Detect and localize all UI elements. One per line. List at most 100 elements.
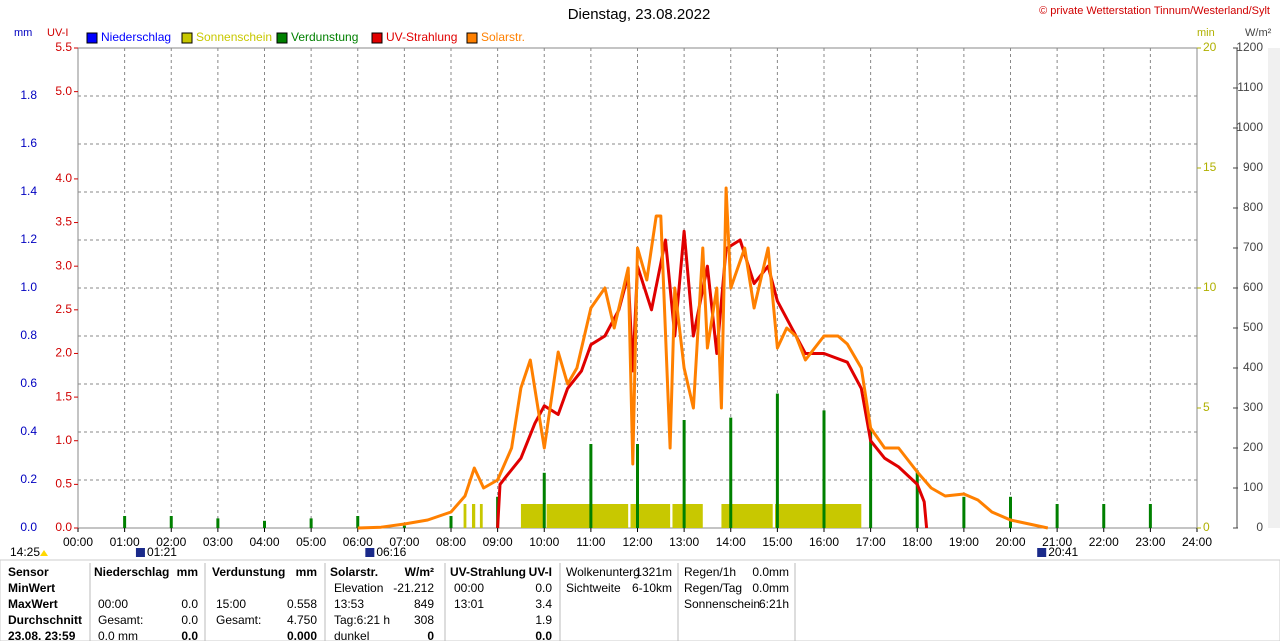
evaporation-bar (1148, 504, 1152, 528)
y3-axis-label: min (1197, 27, 1215, 39)
y-tick-label: 0.4 (20, 424, 37, 438)
legend-label: Verdunstung (291, 30, 358, 44)
info-label: Wolkenunterg (566, 565, 640, 579)
x-tick-label: 14:00 (716, 535, 746, 549)
legend-label: Sonnenschein (196, 30, 272, 44)
cell-value: 0.0 (181, 613, 198, 627)
legend-swatch (276, 32, 288, 44)
legend-label: Niederschlag (101, 30, 171, 44)
x-tick-label: 12:00 (622, 535, 652, 549)
legend-swatch (86, 32, 98, 44)
column-header: UV-Strahlung (450, 565, 526, 579)
cell-value: 3.4 (535, 597, 552, 611)
y4-tick-label: 400 (1243, 360, 1263, 374)
cell-value: 0 (427, 629, 434, 641)
cell-value: -21.212 (393, 581, 434, 595)
y-tick-label: 1.2 (20, 232, 37, 246)
time-marker: 20:41 (1048, 545, 1078, 559)
y2-tick-label: 5.5 (55, 40, 72, 54)
x-tick-label: 08:00 (436, 535, 466, 549)
column-header: Solarstr. (330, 565, 378, 579)
cell-label: 13:01 (454, 597, 484, 611)
info-label: Sichtweite (566, 581, 621, 595)
x-tick-label: 02:00 (156, 535, 186, 549)
x-tick-label: 24:00 (1182, 535, 1212, 549)
y2-tick-label: 5.0 (55, 84, 72, 98)
x-tick-label: 06:00 (343, 535, 373, 549)
evaporation-bar (1055, 504, 1059, 528)
y-tick-label: 1.6 (20, 136, 37, 150)
cell-label: 0.0 mm (98, 629, 138, 641)
evaporation-bar (682, 420, 686, 528)
info-value: 0.0mm (752, 565, 789, 579)
cell-label: 00:00 (454, 581, 484, 595)
info-value: 6-10km (632, 581, 672, 595)
x-tick-label: 18:00 (902, 535, 932, 549)
legend-swatch (181, 32, 193, 44)
marker-icon (135, 548, 145, 557)
y2-tick-label: 2.5 (55, 302, 72, 316)
cell-value: 0.0 (535, 629, 552, 641)
x-tick-label: 15:00 (762, 535, 792, 549)
y-tick-label: 0.2 (20, 472, 37, 486)
evaporation-bar (309, 518, 313, 528)
cell-value: 1.9 (535, 613, 552, 627)
cell-label: Elevation (334, 581, 383, 595)
evaporation-bar (869, 429, 873, 528)
x-tick-label: 01:00 (110, 535, 140, 549)
evaporation-bar (775, 393, 779, 528)
sunshine-bar (520, 504, 545, 528)
x-tick-label: 04:00 (249, 535, 279, 549)
column-unit: mm (296, 565, 317, 579)
row-label: Sensor (8, 565, 49, 579)
y3-tick-label: 20 (1203, 40, 1217, 54)
y2-tick-label: 4.0 (55, 171, 72, 185)
y4-tick-label: 300 (1243, 400, 1263, 414)
evaporation-bar (449, 516, 453, 528)
row-label: 23.08. 23:59 (8, 629, 76, 641)
evaporation-bar (962, 496, 966, 528)
column-unit: W/m² (405, 565, 434, 579)
sunshine-bar (463, 504, 467, 528)
row-label: MinWert (8, 581, 55, 595)
x-tick-label: 07:00 (389, 535, 419, 549)
sunshine-bar (479, 504, 483, 528)
x-tick-label: 20:00 (995, 535, 1025, 549)
scroll-strip (1268, 48, 1280, 528)
y2-tick-label: 0.0 (55, 520, 72, 534)
y4-tick-label: 800 (1243, 200, 1263, 214)
y4-tick-label: 1200 (1236, 40, 1263, 54)
y4-tick-label: 0 (1256, 520, 1263, 534)
cell-label: 15:00 (216, 597, 246, 611)
info-value: 6:21h (759, 597, 789, 611)
sunshine-bar (721, 504, 773, 528)
time-marker: 06:16 (376, 545, 406, 559)
series-line (357, 186, 1049, 530)
y2-tick-label: 3.0 (55, 258, 72, 272)
y-tick-label: 0.6 (20, 376, 37, 390)
evaporation-bar (636, 444, 639, 528)
x-tick-label: 13:00 (669, 535, 699, 549)
cell-value: 4.750 (287, 613, 317, 627)
x-tick-label: 10:00 (529, 535, 559, 549)
row-label: Durchschnitt (8, 613, 82, 627)
y4-tick-label: 500 (1243, 320, 1263, 334)
y2-tick-label: 1.0 (55, 433, 72, 447)
cell-value: 0.558 (287, 597, 317, 611)
info-label: Regen/1h (684, 565, 736, 579)
cell-value: 0.0 (535, 581, 552, 595)
chart-title: Dienstag, 23.08.2022 (568, 6, 711, 23)
y-axis-label: mm (14, 27, 32, 39)
y-tick-label: 0.0 (20, 520, 37, 534)
evaporation-bar (729, 417, 733, 528)
evaporation-bar (169, 516, 173, 528)
column-unit: mm (177, 565, 198, 579)
cell-label: 00:00 (98, 597, 128, 611)
legend-label: Solarstr. (481, 30, 525, 44)
legend-swatch (371, 32, 383, 44)
y4-tick-label: 100 (1243, 480, 1263, 494)
evaporation-bar (589, 444, 593, 528)
cell-label: 13:53 (334, 597, 364, 611)
y4-axis-label: W/m² (1245, 27, 1272, 39)
